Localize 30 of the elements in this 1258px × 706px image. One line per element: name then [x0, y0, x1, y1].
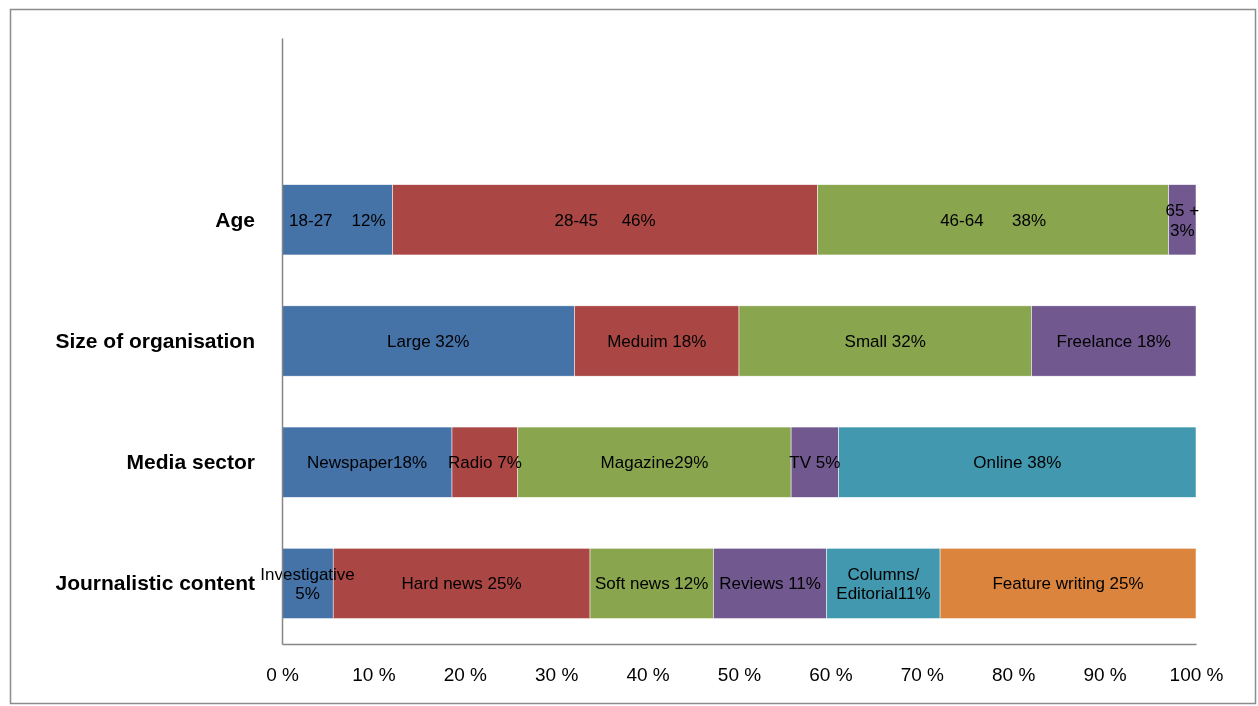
- x-tick-label: 10 %: [352, 664, 396, 686]
- data-label: Magazine29%: [600, 453, 709, 473]
- data-label: Columns/ Editorial11%: [836, 564, 931, 604]
- data-label: 46-64 38%: [940, 210, 1047, 230]
- x-tick-label: 60 %: [809, 664, 853, 686]
- x-tick-label: 80 %: [992, 664, 1036, 686]
- data-label: Soft news 12%: [595, 574, 709, 594]
- y-tick-label: Media sector: [126, 449, 255, 473]
- x-tick-label: 100 %: [1169, 664, 1224, 686]
- x-tick-label: 40 %: [626, 664, 670, 686]
- x-tick-label: 90 %: [1083, 664, 1127, 686]
- data-label: Large 32%: [387, 331, 470, 351]
- y-tick-label: Journalistic content: [55, 571, 256, 595]
- data-label: Feature writing 25%: [992, 574, 1144, 594]
- x-tick-label: 50 %: [717, 664, 762, 686]
- x-tick-label: 30 %: [535, 664, 579, 686]
- data-label: 18-27 12%: [289, 210, 386, 230]
- data-label: Meduim 18%: [607, 331, 707, 351]
- x-tick-label: 70 %: [900, 664, 945, 686]
- data-label: Freelance 18%: [1056, 331, 1171, 351]
- data-label: Online 38%: [973, 453, 1062, 473]
- data-label: 28-45 46%: [554, 210, 656, 230]
- data-label: Newspaper18%: [306, 453, 428, 473]
- data-label: Small 32%: [844, 331, 926, 351]
- y-tick-label: Age: [215, 207, 255, 231]
- x-tick-label: 20 %: [443, 664, 488, 686]
- x-tick-label: 0 %: [266, 664, 299, 686]
- data-label: Hard news 25%: [401, 574, 522, 594]
- y-tick-label: Size of organisation: [55, 328, 255, 352]
- data-label: Reviews 11%: [719, 574, 821, 594]
